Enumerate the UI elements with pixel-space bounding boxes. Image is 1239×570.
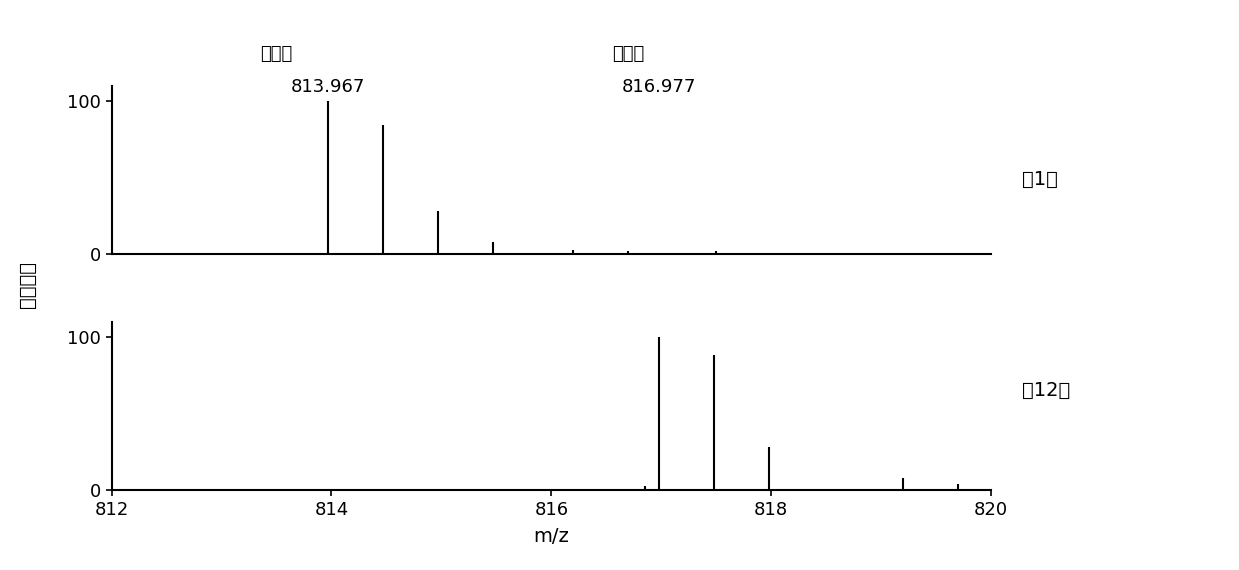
Text: 轻标肽: 轻标肽 [260, 44, 292, 63]
X-axis label: m/z: m/z [534, 527, 569, 546]
Text: 第1代: 第1代 [1022, 170, 1058, 189]
Text: 重标肽: 重标肽 [612, 44, 644, 63]
Text: 第12代: 第12代 [1022, 381, 1070, 400]
Text: 816.977: 816.977 [622, 78, 696, 96]
Text: 813.967: 813.967 [291, 78, 366, 96]
Text: 相对强度: 相对强度 [17, 262, 37, 308]
